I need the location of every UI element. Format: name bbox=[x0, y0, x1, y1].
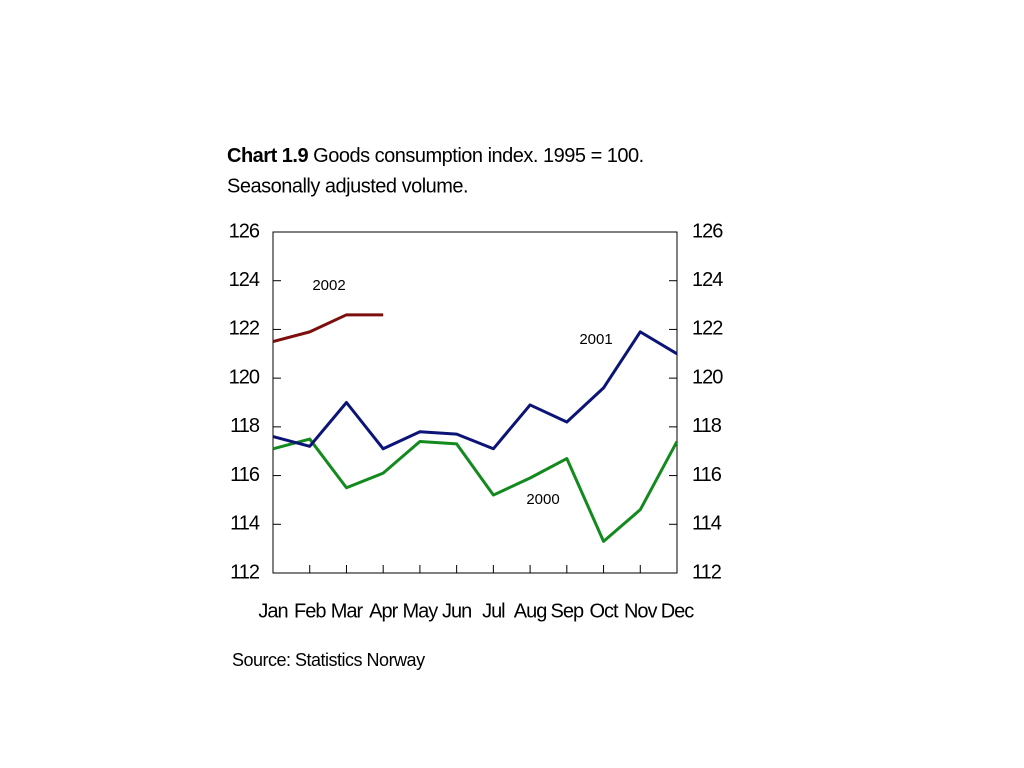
chart-subtitle: Seasonally adjusted volume. bbox=[227, 175, 468, 197]
y2-tick-label: 116 bbox=[692, 464, 722, 486]
title-prefix: Chart 1.9 bbox=[227, 145, 308, 167]
x-tick-label: Aug bbox=[514, 600, 547, 622]
x-tick-label: Nov bbox=[624, 600, 658, 622]
y-tick-label: 112 bbox=[230, 561, 260, 583]
y2-tick-label: 124 bbox=[692, 269, 723, 291]
x-tick-label: Feb bbox=[294, 600, 326, 622]
y-tick-label: 122 bbox=[229, 318, 260, 340]
x-tick-label: Mar bbox=[331, 600, 364, 622]
y2-tick-label: 112 bbox=[692, 561, 722, 583]
x-tick-label: Sep bbox=[551, 600, 584, 622]
series-label: 2000 bbox=[526, 491, 559, 508]
x-tick-label: Oct bbox=[589, 600, 619, 622]
y-tick-label: 126 bbox=[229, 220, 260, 242]
source: Source: Statistics Norway bbox=[232, 650, 425, 670]
y-tick-label: 114 bbox=[230, 513, 260, 535]
x-tick-label: May bbox=[403, 600, 439, 622]
series-line bbox=[272, 330, 678, 451]
y-tick-label: 124 bbox=[229, 269, 260, 291]
x-tick-label: Jun bbox=[442, 600, 471, 622]
series-line bbox=[272, 313, 384, 344]
y2-tick-label: 126 bbox=[692, 220, 723, 242]
y-tick-label: 116 bbox=[230, 464, 260, 486]
y2-tick-label: 120 bbox=[692, 366, 723, 388]
x-tick-label: Apr bbox=[369, 600, 398, 622]
series-line bbox=[272, 437, 679, 543]
x-tick-label: Jan bbox=[258, 600, 287, 622]
y-tick-label: 120 bbox=[229, 366, 260, 388]
title-text: Goods consumption index. 1995 = 100. bbox=[313, 145, 644, 167]
y2-tick-label: 122 bbox=[692, 318, 723, 340]
chart-title: Chart 1.9 Goods consumption index. 1995 … bbox=[227, 145, 644, 167]
x-tick-label: Dec bbox=[661, 600, 695, 622]
y-tick-label: 118 bbox=[230, 415, 260, 437]
y2-tick-label: 114 bbox=[692, 513, 722, 535]
y2-tick-label: 118 bbox=[692, 415, 722, 437]
x-tick-label: Jul bbox=[482, 600, 505, 622]
series-label: 2002 bbox=[312, 277, 345, 294]
plot-frame bbox=[272, 231, 678, 574]
series-label: 2001 bbox=[579, 331, 612, 348]
